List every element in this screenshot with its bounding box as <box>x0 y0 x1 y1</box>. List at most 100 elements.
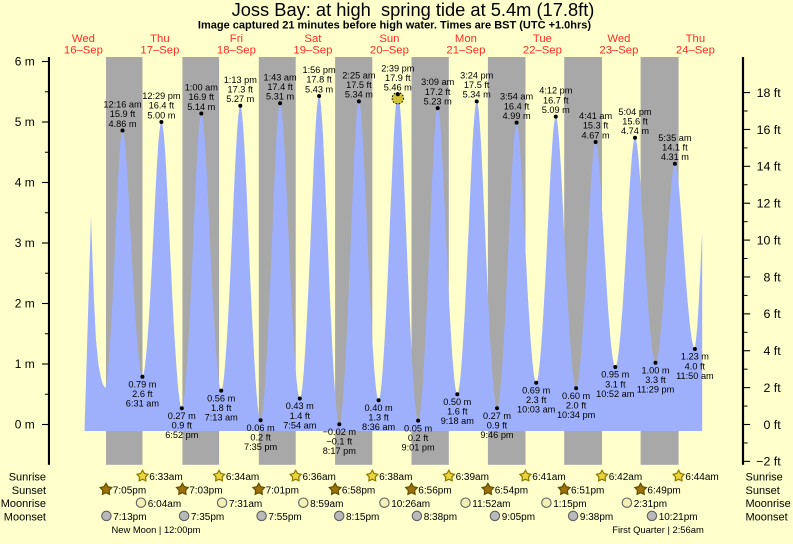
svg-text:1.00 m: 1.00 m <box>641 366 669 376</box>
svg-text:4.67 m: 4.67 m <box>582 130 610 140</box>
svg-text:4.0 ft: 4.0 ft <box>685 361 706 371</box>
svg-text:Tue: Tue <box>533 33 552 45</box>
svg-text:9:01 pm: 9:01 pm <box>401 443 435 453</box>
svg-text:1:00 am: 1:00 am <box>185 83 219 93</box>
svg-text:21–Sep: 21–Sep <box>446 45 485 57</box>
svg-text:8:59am: 8:59am <box>310 499 343 510</box>
svg-text:5.31 m: 5.31 m <box>266 92 294 102</box>
svg-text:9:18 am: 9:18 am <box>441 416 475 426</box>
svg-text:2.6 ft: 2.6 ft <box>132 389 153 399</box>
svg-text:6:41am: 6:41am <box>532 472 565 483</box>
svg-text:−0.1 ft: −0.1 ft <box>326 437 352 447</box>
svg-text:0.50 m: 0.50 m <box>443 397 471 407</box>
svg-text:17.2 ft: 17.2 ft <box>425 87 451 97</box>
svg-text:5.14 m: 5.14 m <box>187 102 215 112</box>
svg-text:5.00 m: 5.00 m <box>147 110 175 120</box>
svg-text:4 ft: 4 ft <box>763 344 781 358</box>
svg-text:23–Sep: 23–Sep <box>599 45 638 57</box>
svg-text:15.9 ft: 15.9 ft <box>110 109 136 119</box>
svg-text:Image captured 21 minutes befo: Image captured 21 minutes before high wa… <box>198 20 592 32</box>
svg-text:7:05pm: 7:05pm <box>113 486 146 497</box>
svg-text:17.9 ft: 17.9 ft <box>385 73 411 83</box>
svg-text:6:38am: 6:38am <box>379 472 412 483</box>
svg-text:11:29 pm: 11:29 pm <box>637 385 675 395</box>
svg-text:7:35 pm: 7:35 pm <box>244 442 278 452</box>
svg-text:4.74 m: 4.74 m <box>621 126 649 136</box>
svg-text:0.69 m: 0.69 m <box>522 386 550 396</box>
svg-text:20–Sep: 20–Sep <box>370 45 409 57</box>
svg-text:6:31 am: 6:31 am <box>126 399 160 409</box>
svg-text:24–Sep: 24–Sep <box>676 45 715 57</box>
svg-text:0.40 m: 0.40 m <box>365 403 393 413</box>
svg-text:5:35 am: 5:35 am <box>658 133 692 143</box>
svg-text:8:38pm: 8:38pm <box>424 512 457 523</box>
svg-text:Sunset: Sunset <box>12 485 46 497</box>
svg-text:14 ft: 14 ft <box>757 160 782 174</box>
svg-text:2:25 am: 2:25 am <box>342 71 376 81</box>
svg-text:16.7 ft: 16.7 ft <box>543 95 569 105</box>
svg-text:17.8 ft: 17.8 ft <box>306 75 332 85</box>
svg-text:0.9 ft: 0.9 ft <box>487 421 508 431</box>
svg-text:17–Sep: 17–Sep <box>140 45 179 57</box>
svg-text:Moonset: Moonset <box>4 511 46 523</box>
svg-text:3.3 ft: 3.3 ft <box>645 375 666 385</box>
svg-text:9:46 pm: 9:46 pm <box>480 430 514 440</box>
svg-text:6:44am: 6:44am <box>685 472 718 483</box>
svg-text:7:03pm: 7:03pm <box>189 486 222 497</box>
svg-text:3:24 pm: 3:24 pm <box>460 71 494 81</box>
svg-text:Thu: Thu <box>686 33 705 45</box>
svg-text:5.09 m: 5.09 m <box>542 105 570 115</box>
svg-text:1:43 am: 1:43 am <box>263 72 297 82</box>
svg-text:4:12 pm: 4:12 pm <box>539 86 573 96</box>
svg-text:16.9 ft: 16.9 ft <box>189 92 215 102</box>
svg-text:2.3 ft: 2.3 ft <box>526 395 547 405</box>
svg-text:New Moon | 12:00pm: New Moon | 12:00pm <box>112 524 201 535</box>
svg-text:6:34am: 6:34am <box>226 472 259 483</box>
svg-text:9:05pm: 9:05pm <box>502 512 535 523</box>
svg-text:6:33am: 6:33am <box>149 472 182 483</box>
svg-text:6:58pm: 6:58pm <box>342 486 375 497</box>
svg-text:1.3 ft: 1.3 ft <box>368 413 389 423</box>
svg-text:10:34 pm: 10:34 pm <box>557 410 596 420</box>
svg-text:6:39am: 6:39am <box>456 472 489 483</box>
svg-text:6:56pm: 6:56pm <box>418 486 451 497</box>
svg-text:17.3 ft: 17.3 ft <box>228 84 254 94</box>
svg-text:17.5 ft: 17.5 ft <box>346 80 372 90</box>
svg-text:1 m: 1 m <box>15 357 35 371</box>
svg-text:12 ft: 12 ft <box>757 197 782 211</box>
svg-text:3 m: 3 m <box>15 236 35 250</box>
svg-text:6 ft: 6 ft <box>763 307 781 321</box>
svg-text:5.43 m: 5.43 m <box>305 84 333 94</box>
svg-text:0.9 ft: 0.9 ft <box>172 421 193 431</box>
svg-text:1:15pm: 1:15pm <box>553 499 586 510</box>
svg-text:1.23 m: 1.23 m <box>681 352 709 362</box>
svg-text:10:03 am: 10:03 am <box>517 405 556 415</box>
svg-text:Sunrise: Sunrise <box>746 472 783 484</box>
svg-text:4:41 am: 4:41 am <box>579 111 613 121</box>
svg-text:5.23 m: 5.23 m <box>424 96 452 106</box>
svg-text:22–Sep: 22–Sep <box>523 45 562 57</box>
svg-text:−0.02 m: −0.02 m <box>323 427 357 437</box>
svg-text:Fri: Fri <box>230 33 243 45</box>
svg-text:11:50 am: 11:50 am <box>676 371 714 381</box>
svg-text:0.2 ft: 0.2 ft <box>408 433 429 443</box>
svg-text:−2 ft: −2 ft <box>756 455 781 469</box>
svg-text:11:52am: 11:52am <box>472 499 510 510</box>
svg-text:4 m: 4 m <box>15 176 35 190</box>
svg-text:19–Sep: 19–Sep <box>293 45 332 57</box>
svg-text:First Quarter | 2:56am: First Quarter | 2:56am <box>612 524 704 535</box>
svg-text:0.05 m: 0.05 m <box>404 423 432 433</box>
svg-text:Joss Bay: at high spring tide: Joss Bay: at high spring tide at 5.4m (1… <box>232 0 595 20</box>
svg-text:Sunrise: Sunrise <box>9 472 46 484</box>
svg-text:4.99 m: 4.99 m <box>503 111 531 121</box>
svg-text:Thu: Thu <box>150 33 169 45</box>
svg-text:2 m: 2 m <box>15 297 35 311</box>
svg-text:Moonset: Moonset <box>746 511 788 523</box>
svg-text:6:04am: 6:04am <box>148 499 181 510</box>
svg-text:16–Sep: 16–Sep <box>64 45 103 57</box>
svg-text:0 m: 0 m <box>15 418 35 432</box>
svg-text:Sunset: Sunset <box>746 485 780 497</box>
svg-text:8:36 am: 8:36 am <box>362 422 396 432</box>
svg-text:8 ft: 8 ft <box>763 270 781 284</box>
svg-text:5 m: 5 m <box>15 115 35 129</box>
